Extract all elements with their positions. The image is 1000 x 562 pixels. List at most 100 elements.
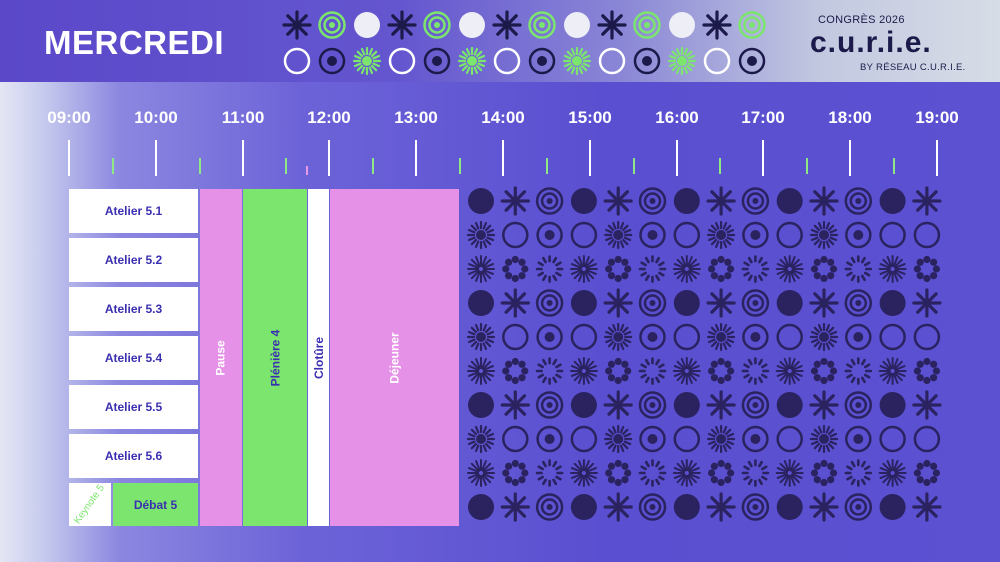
ringdot-icon xyxy=(639,323,666,351)
sun-icon xyxy=(665,44,698,77)
ring-icon xyxy=(913,425,941,453)
star-icon xyxy=(912,492,942,522)
burst-icon xyxy=(467,459,495,487)
dots-icon xyxy=(810,255,838,283)
hour-label: 12:00 xyxy=(307,108,351,127)
ring-dot-icon xyxy=(735,44,768,77)
dots-icon xyxy=(913,255,940,283)
bullseye-icon xyxy=(630,8,663,41)
star-icon xyxy=(603,288,633,318)
ring-icon xyxy=(879,323,906,351)
session-debat-5[interactable]: Débat 5 xyxy=(113,483,198,526)
star-icon xyxy=(912,288,942,318)
session-pause[interactable]: Pause xyxy=(200,189,242,526)
bullseye-icon xyxy=(844,289,873,317)
dots-icon xyxy=(605,255,632,283)
disc-icon xyxy=(776,392,803,418)
dots-icon xyxy=(502,459,529,487)
hour-tick xyxy=(415,140,417,176)
burst-icon xyxy=(878,459,907,487)
bullseye-icon xyxy=(844,391,873,419)
pause-label: Pause xyxy=(213,339,228,376)
star-icon xyxy=(500,492,530,522)
star-icon xyxy=(706,288,736,318)
star-icon xyxy=(603,492,633,522)
ring-icon xyxy=(570,323,598,351)
ringdot-icon xyxy=(742,425,769,453)
hour-label: 09:00 xyxy=(47,108,91,127)
ring-icon xyxy=(673,425,701,453)
star-icon xyxy=(809,288,839,318)
bullseye-icon xyxy=(741,187,770,215)
bullseye-icon xyxy=(638,187,667,215)
session-pleniere-4[interactable]: Plénière 4 xyxy=(243,189,307,526)
ring-icon xyxy=(570,221,598,249)
burst-icon xyxy=(467,357,495,385)
sun-icon xyxy=(350,44,383,77)
logo-subtitle: BY RÉSEAU C.U.R.I.E. xyxy=(860,62,966,73)
dashring-icon xyxy=(638,459,667,487)
bullseye-icon xyxy=(844,493,873,521)
dashring-icon xyxy=(844,357,873,385)
burst-icon xyxy=(775,459,804,487)
session-atelier-5-5[interactable]: Atelier 5.5 xyxy=(69,385,198,429)
star-icon xyxy=(500,288,530,318)
star-icon xyxy=(500,186,530,216)
dots-icon xyxy=(605,357,632,385)
dashring-icon xyxy=(535,459,564,487)
pleniere-label: Plénière 4 xyxy=(267,329,282,386)
session-dejeuner[interactable]: Déjeuner xyxy=(330,189,459,526)
decoration-row-top xyxy=(280,8,768,41)
ring-icon xyxy=(502,425,529,453)
ringdot-icon xyxy=(536,323,563,351)
logo-caption: CONGRÈS 2026 xyxy=(818,14,905,26)
ringdot-icon xyxy=(845,323,872,351)
session-keynote-5[interactable]: Keynote 5 xyxy=(69,483,111,526)
star-icon xyxy=(809,390,839,420)
hour-label: 18:00 xyxy=(828,108,872,127)
star-icon xyxy=(809,492,839,522)
session-atelier-5-6[interactable]: Atelier 5.6 xyxy=(69,434,198,478)
ring-icon xyxy=(776,221,803,249)
ringdot-icon xyxy=(536,221,563,249)
ring-icon xyxy=(673,323,701,351)
half-hour-tick xyxy=(893,158,895,174)
ringdot-icon xyxy=(536,425,563,453)
session-atelier-5-4[interactable]: Atelier 5.4 xyxy=(69,336,198,380)
session-atelier-5-1[interactable]: Atelier 5.1 xyxy=(69,189,198,233)
session-atelier-5-2[interactable]: Atelier 5.2 xyxy=(69,238,198,282)
dashring-icon xyxy=(844,459,873,487)
hour-label: 13:00 xyxy=(394,108,438,127)
congress-logo: CONGRÈS 2026 c.u.r.i.e. BY RÉSEAU C.U.R.… xyxy=(808,12,968,74)
disc-icon xyxy=(776,494,803,520)
ringdot-icon xyxy=(639,221,666,249)
dashring-icon xyxy=(638,357,667,385)
sun-icon xyxy=(604,424,633,454)
hour-label: 14:00 xyxy=(481,108,525,127)
ringdot-icon xyxy=(845,425,872,453)
session-cloture[interactable]: Clotûre xyxy=(308,189,329,526)
sun-icon xyxy=(560,44,593,77)
disc-icon xyxy=(673,392,700,418)
star-icon xyxy=(280,8,313,41)
disc-icon xyxy=(879,188,906,214)
dots-icon xyxy=(708,255,735,283)
dots-icon xyxy=(810,459,838,487)
hour-tick xyxy=(589,140,591,176)
star-icon xyxy=(500,390,530,420)
sun-icon xyxy=(466,322,496,352)
ring-icon xyxy=(490,44,523,77)
dots-icon xyxy=(502,357,529,385)
session-atelier-5-3[interactable]: Atelier 5.3 xyxy=(69,287,198,331)
burst-icon xyxy=(775,357,804,385)
disc-icon xyxy=(468,290,494,316)
disc-icon xyxy=(350,8,383,41)
hour-label: 19:00 xyxy=(915,108,959,127)
disc-icon xyxy=(673,494,700,520)
dashring-icon xyxy=(741,459,770,487)
sun-icon xyxy=(707,220,736,250)
dots-icon xyxy=(913,357,940,385)
ring-dot-icon xyxy=(630,44,663,77)
ring-icon xyxy=(502,221,529,249)
ring-icon xyxy=(570,425,598,453)
